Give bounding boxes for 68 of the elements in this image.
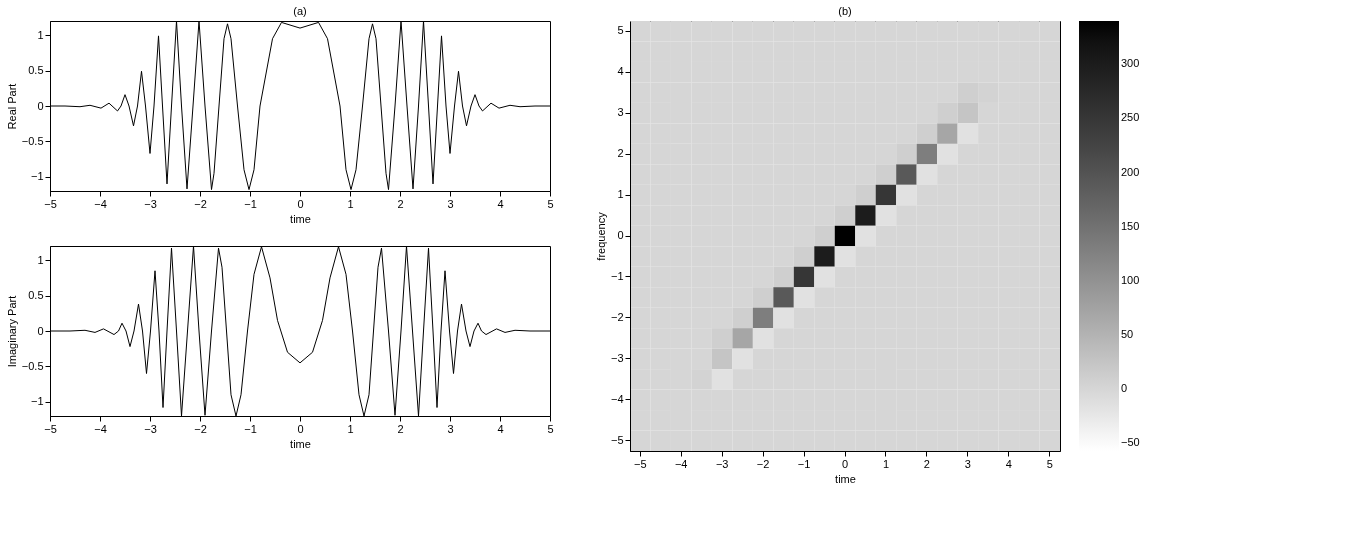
y-tick-label: 2 — [617, 147, 624, 160]
y-tick-label: 0 — [37, 99, 44, 112]
y-tick-label: −1 — [30, 395, 44, 408]
y-tick-label: 1 — [617, 188, 624, 201]
x-tick-label: 2 — [397, 197, 404, 210]
x-tick-label: 0 — [841, 457, 849, 470]
y-tick-label: −2 — [610, 310, 624, 323]
x-tick-label: 3 — [964, 457, 971, 470]
x-tick-label: −4 — [94, 422, 107, 435]
y-tick-label: −4 — [610, 392, 624, 405]
y-tick-label: 0.5 — [28, 289, 44, 302]
chart-title: (a) — [293, 5, 307, 17]
x-tick-label: 4 — [497, 197, 504, 210]
x-tick-label: −3 — [144, 197, 157, 210]
x-tick-label: 5 — [547, 422, 554, 435]
x-tick-label: 1 — [347, 422, 354, 435]
x-tick-label: −2 — [194, 197, 207, 210]
x-tick-label: −1 — [244, 422, 257, 435]
color-bar-label: 0 — [1121, 382, 1128, 395]
x-tick-label: −1 — [797, 457, 811, 470]
x-tick-label: 3 — [447, 422, 454, 435]
y-tick-label: −1 — [30, 170, 44, 183]
x-tick-label: −4 — [674, 457, 688, 470]
x-tick-label: 2 — [923, 457, 930, 470]
x-tick-label: −2 — [194, 422, 207, 435]
y-tick-label: −1 — [610, 269, 624, 282]
x-tick-label: 5 — [547, 197, 554, 210]
y-tick-label: −0.5 — [21, 134, 44, 147]
x-tick-label: −3 — [715, 457, 729, 470]
x-tick-label: −5 — [633, 457, 647, 470]
y-tick-label: −5 — [610, 433, 624, 446]
x-tick-label: 5 — [1046, 457, 1053, 470]
y-tick-label: −3 — [610, 351, 624, 364]
x-tick-label: 2 — [397, 422, 404, 435]
color-bar-label: 150 — [1121, 219, 1140, 232]
y-tick-label: 5 — [617, 24, 624, 37]
y-tick-label: 1 — [37, 253, 44, 266]
x-tick-label: 0 — [297, 422, 304, 435]
y-axis-title: frequency — [594, 211, 607, 261]
y-tick-label: 1 — [37, 28, 44, 41]
y-axis-title: Imaginary Part — [5, 295, 18, 368]
x-tick-label: 1 — [347, 197, 354, 210]
color-bar-label: −50 — [1121, 436, 1140, 449]
x-tick-label: 4 — [497, 422, 504, 435]
x-axis-title: time — [835, 472, 856, 485]
y-tick-label: 0 — [617, 229, 624, 241]
y-tick-label: 0.5 — [28, 64, 44, 77]
x-axis-title: time — [290, 212, 311, 225]
chart-title: (b) — [838, 5, 852, 17]
x-tick-label: −3 — [144, 422, 157, 435]
x-tick-label: −1 — [244, 197, 257, 210]
y-axis-title: Real Part — [5, 83, 18, 130]
color-bar-label: 200 — [1121, 165, 1140, 178]
y-tick-label: 3 — [617, 106, 624, 119]
color-bar-label: 50 — [1121, 328, 1134, 341]
x-tick-label: −4 — [94, 197, 107, 210]
x-tick-label: 4 — [1005, 457, 1012, 470]
x-tick-label: 1 — [882, 457, 890, 470]
x-tick-label: −2 — [756, 457, 770, 470]
y-tick-label: 4 — [617, 65, 624, 78]
color-bar-label: 300 — [1121, 57, 1140, 70]
color-bar-label: 100 — [1121, 273, 1140, 286]
y-tick-label: 0 — [37, 324, 44, 337]
x-tick-label: 3 — [447, 197, 454, 210]
color-bar-label: 250 — [1121, 111, 1140, 124]
y-tick-label: −0.5 — [21, 359, 44, 372]
x-tick-label: 0 — [297, 197, 304, 210]
x-axis-title: time — [290, 437, 311, 450]
